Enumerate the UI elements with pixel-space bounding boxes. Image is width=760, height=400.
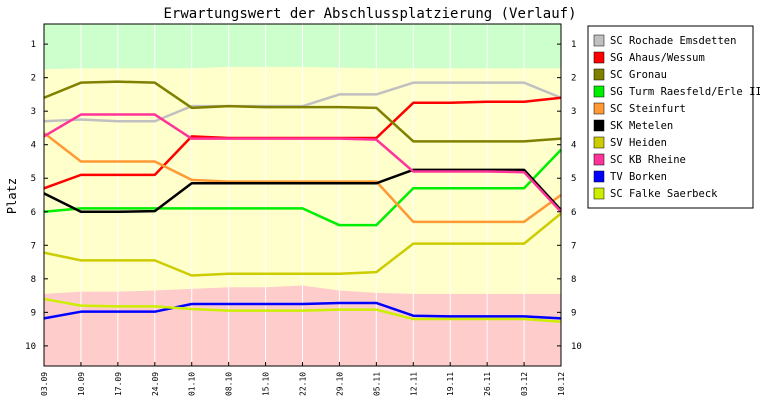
series-line-7 (43, 113, 562, 213)
y-tick-label-right: 6 (571, 208, 576, 218)
x-tick-label: 10.12 (557, 372, 566, 396)
legend-swatch (593, 68, 605, 81)
legend: SC Rochade Emsdetten SG Ahaus/Wessum SC Gr… (587, 25, 760, 209)
series-line-2 (43, 80, 562, 143)
series-line-5 (43, 168, 562, 214)
x-tick-label: 03.09 (40, 372, 49, 396)
y-tick-label-left: 9 (31, 308, 36, 318)
y-tick-label-left: 10 (25, 342, 36, 352)
x-tick-label: 10.09 (77, 372, 86, 396)
legend-label: TV Borken (610, 171, 667, 183)
legend-label: SC KB Rheine (610, 154, 686, 166)
y-tick-label-left: 1 (31, 40, 36, 50)
series-line-9 (43, 297, 562, 323)
series-line-6 (43, 212, 562, 277)
x-tick-label: 22.10 (299, 372, 308, 396)
y-tick-label-left: 7 (31, 241, 36, 251)
legend-label: SC Steinfurt (610, 103, 686, 115)
legend-swatch (593, 170, 605, 183)
y-tick-label-right: 9 (571, 308, 576, 318)
series-line-8 (43, 301, 562, 320)
x-tick-label: 15.10 (262, 372, 271, 396)
y-tick-label-right: 5 (571, 174, 576, 184)
y-tick-label-right: 2 (571, 74, 576, 84)
x-tick-label: 29.10 (335, 372, 344, 396)
y-tick-label-right: 10 (571, 342, 582, 352)
x-tick-label: 26.11 (483, 372, 492, 396)
y-tick-label-left: 6 (31, 208, 36, 218)
legend-label: SG Ahaus/Wessum (610, 52, 705, 64)
y-tick-label-left: 3 (31, 107, 36, 117)
legend-swatch (593, 51, 605, 64)
legend-swatch (593, 136, 605, 149)
y-tick-label-left: 8 (31, 275, 36, 285)
legend-label: SG Turm Raesfeld/Erle II (610, 86, 760, 98)
y-tick-label-left: 4 (31, 141, 36, 151)
legend-swatch (593, 119, 605, 132)
series-line-3 (43, 148, 562, 227)
legend-swatch (593, 102, 605, 115)
legend-label: SC Falke Saerbeck (610, 188, 718, 200)
y-tick-label-left: 5 (31, 174, 36, 184)
series-layer (43, 80, 562, 323)
y-axis-label: Platz (5, 178, 19, 214)
y-tick-label-left: 2 (31, 74, 36, 84)
y-tick-label-right: 3 (571, 107, 576, 117)
y-tick-label-right: 1 (571, 40, 576, 50)
x-tick-label: 03.12 (520, 372, 529, 396)
legend-label: SK Metelen (610, 120, 673, 132)
legend-swatch (593, 34, 605, 47)
legend-swatch (593, 153, 605, 166)
x-tick-label: 24.09 (151, 372, 160, 396)
legend-swatch (593, 187, 605, 200)
legend-label: SC Gronau (610, 69, 667, 81)
x-tick-label: 12.11 (409, 372, 418, 396)
legend-box (587, 25, 754, 209)
x-tick-label: 17.09 (114, 372, 123, 396)
x-tick-label: 08.10 (225, 372, 234, 396)
chart-title: Erwartungswert der Abschlussplatzierung … (163, 6, 576, 22)
y-tick-label-right: 8 (571, 275, 576, 285)
y-tick-label-right: 7 (571, 241, 576, 251)
legend-label: SV Heiden (610, 137, 667, 149)
y-tick-label-right: 4 (571, 141, 576, 151)
x-tick-label: 19.11 (446, 372, 455, 396)
legend-label: SC Rochade Emsdetten (610, 35, 736, 47)
tick-layer: 1 1 2 2 3 3 4 4 5 5 6 6 7 7 8 8 9 9 10 10 03.09 10.09 17.09 24.… (25, 40, 582, 396)
x-tick-label: 01.10 (188, 372, 197, 396)
legend-swatch (593, 85, 605, 98)
x-tick-label: 05.11 (372, 372, 381, 396)
series-line-4 (43, 131, 562, 224)
